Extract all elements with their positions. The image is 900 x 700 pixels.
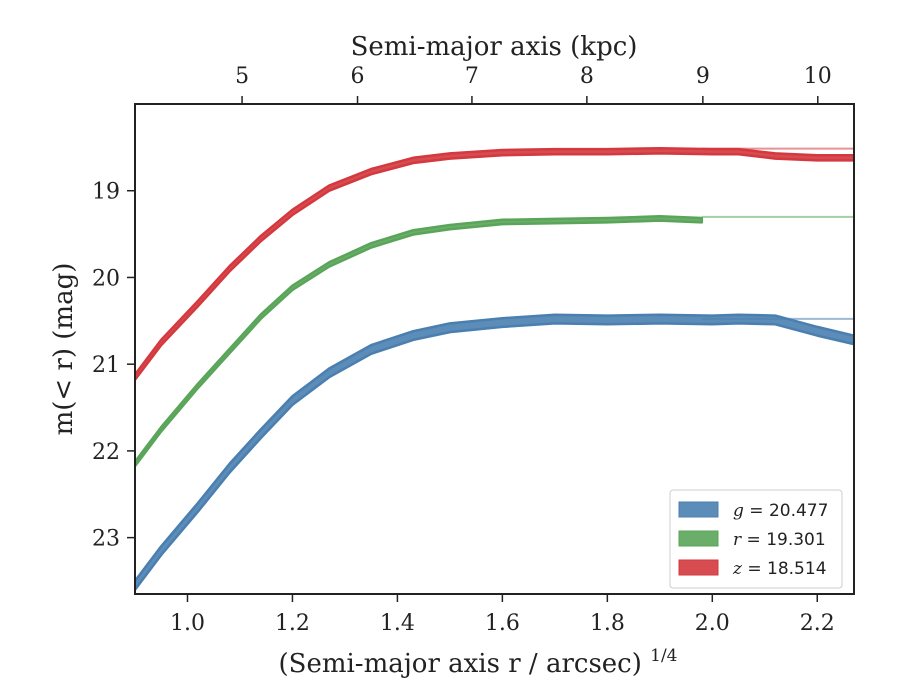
y-tick-label: 21: [92, 353, 120, 378]
legend-value: = 19.301: [741, 530, 826, 550]
x-axis-title-main: (Semi-major axis r / arcsec): [278, 649, 641, 679]
x-tick-label: 2.2: [800, 611, 835, 636]
legend-value: = 18.514: [742, 559, 827, 579]
x-tick-label: 1.6: [485, 611, 520, 636]
axes-layer: 1.0 1.2 1.4 1.6 1.8 2.0 2.2 19 20 21 22 23 5 6 7 8 9 10: [92, 64, 835, 636]
data-layer: [135, 146, 854, 591]
x-axis-title-superscript: 1/4: [650, 646, 677, 666]
x-tick-label: 1.8: [590, 611, 625, 636]
y-tick-label: 19: [92, 180, 120, 205]
top-tick-label: 9: [696, 64, 710, 89]
x-tick-label: 1.0: [170, 611, 205, 636]
y-tick-label: 22: [92, 440, 120, 465]
top-tick-label: 5: [235, 64, 249, 89]
x-axis-title: (Semi-major axis r / arcsec) 1/4: [278, 646, 677, 679]
legend-swatch-g: [678, 501, 719, 518]
legend-label-r: r = 19.301: [733, 530, 826, 550]
top-tick-label: 8: [580, 64, 594, 89]
legend-variable: r: [733, 530, 742, 550]
top-tick-label: 10: [804, 64, 832, 89]
y-axis-title: m(< r) (mag): [49, 263, 79, 436]
legend-swatch-z: [678, 559, 719, 576]
plot-frame: [134, 103, 855, 595]
legend-variable: g: [733, 501, 744, 521]
x-tick-label: 2.0: [695, 611, 730, 636]
series-z-band: [135, 146, 854, 382]
legend-swatch-r: [678, 530, 719, 547]
legend-variable: z: [732, 559, 743, 579]
y-tick-label: 20: [92, 266, 120, 291]
series-r-band: [135, 215, 704, 468]
x-tick-label: 1.2: [275, 611, 310, 636]
x-tick-label: 1.4: [380, 611, 415, 636]
legend-value: = 20.477: [744, 501, 829, 521]
legend-label-z: z = 18.514: [732, 559, 827, 579]
legend-label-g: g = 20.477: [733, 501, 828, 521]
top-tick-label: 6: [351, 64, 365, 89]
top-axis-title: Semi-major axis (kpc): [351, 32, 638, 62]
top-tick-label: 7: [465, 64, 479, 89]
series-g-band: [135, 313, 854, 591]
y-tick-label: 23: [92, 527, 120, 552]
